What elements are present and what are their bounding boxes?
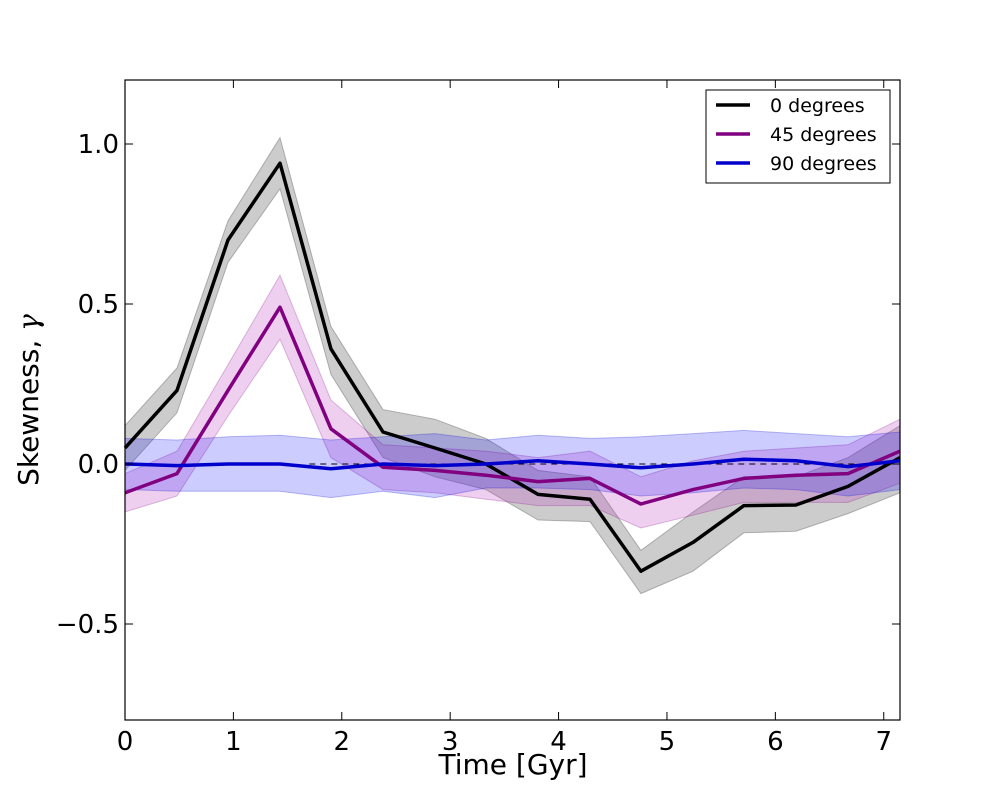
y-axis-label-symbol: γ xyxy=(12,314,45,331)
line-45-degrees xyxy=(124,305,901,506)
axis-tick-labels: 0 1 2 3 4 5 6 7 −0.5 0.0 0.5 1.0 xyxy=(56,130,892,757)
axis-ticks xyxy=(124,80,900,720)
y-tick-label: 0.5 xyxy=(78,290,119,320)
x-tick-label: 7 xyxy=(875,727,892,757)
legend-label-90-degrees: 90 degrees xyxy=(770,153,877,175)
y-tick-label: −0.5 xyxy=(56,610,119,640)
plot-frame xyxy=(124,79,901,721)
x-tick-label: 3 xyxy=(442,727,459,757)
y-tick-label: 1.0 xyxy=(78,130,119,160)
legend-label-0-degrees: 0 degrees xyxy=(770,95,865,117)
x-tick-label: 6 xyxy=(767,727,784,757)
series-lines xyxy=(123,161,901,573)
x-tick-label: 1 xyxy=(225,727,242,757)
x-tick-label: 2 xyxy=(334,727,351,757)
legend: 0 degrees 45 degrees 90 degrees xyxy=(705,89,891,184)
x-tick-label: 5 xyxy=(659,727,676,757)
line-90-degrees xyxy=(124,457,901,471)
x-tick-label: 0 xyxy=(117,727,134,757)
y-tick-label: 0.0 xyxy=(78,450,119,480)
x-axis-label: Time [Gyr] xyxy=(437,748,587,781)
legend-label-45-degrees: 45 degrees xyxy=(770,124,877,146)
y-axis-label: Skewness, γ xyxy=(12,314,45,486)
y-axis-label-text: Skewness, xyxy=(12,331,45,486)
x-tick-label: 4 xyxy=(550,727,567,757)
